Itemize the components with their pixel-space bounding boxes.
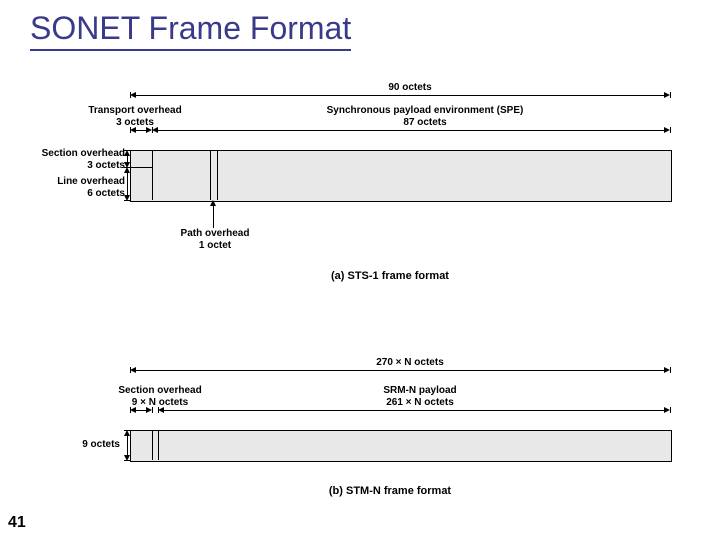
stm-payload-label: SRM-N payload 261 × N octets xyxy=(340,385,500,409)
sts-total-label: 90 octets xyxy=(370,82,450,94)
stm-total-label: 270 × N octets xyxy=(360,357,460,369)
sts-spe-label: Synchronous payload environment (SPE) 87… xyxy=(300,105,550,129)
stm-frame-box xyxy=(130,430,672,462)
sts-section-label: Section overhead 3 octets xyxy=(30,148,125,172)
sts-frame-box xyxy=(130,150,672,202)
sts-line-label: Line overhead 6 octets xyxy=(30,176,125,200)
stm-section-label: Section overhead 9 × N octets xyxy=(95,385,225,409)
sts-path-label: Path overhead 1 octet xyxy=(170,228,260,252)
page-title: SONET Frame Format xyxy=(30,10,351,51)
page-number: 41 xyxy=(8,514,26,532)
sts-caption: (a) STS-1 frame format xyxy=(290,270,490,282)
sts-transport-label: Transport overhead 3 octets xyxy=(70,105,200,129)
stm-caption: (b) STM-N frame format xyxy=(290,485,490,497)
stm-rows-label: 9 octets xyxy=(60,439,120,451)
